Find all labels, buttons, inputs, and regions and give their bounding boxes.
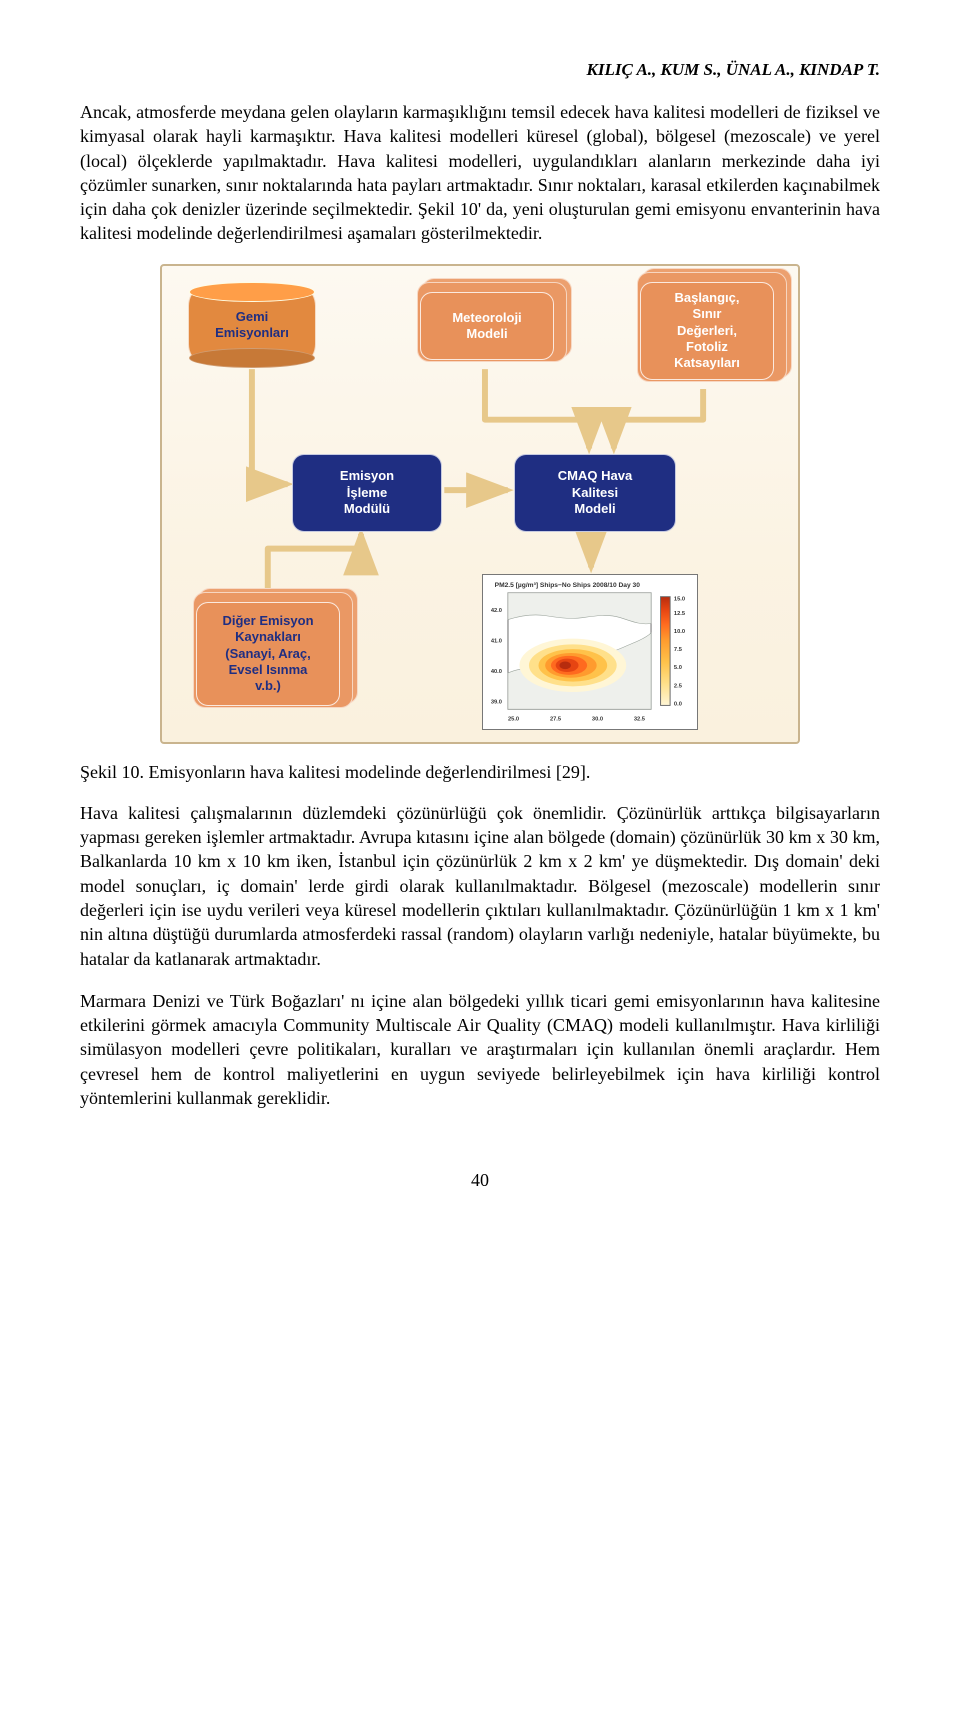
node-output-map: PM2.5 [µg/m³] Ships−No Ships 2008/10 Day… — [482, 574, 698, 730]
svg-text:5.0: 5.0 — [674, 665, 682, 671]
node-gemi-label: GemiEmisyonları — [215, 309, 289, 342]
figure-10-canvas: GemiEmisyonları MeteorolojiModeli Başlan… — [160, 264, 800, 744]
page-number: 40 — [80, 1170, 880, 1191]
page-header-authors: KILIÇ A., KUM S., ÜNAL A., KINDAP T. — [80, 60, 880, 80]
node-baslangic-label: Başlangıç,SınırDeğerleri,FotolizKatsayıl… — [674, 290, 740, 371]
svg-text:7.5: 7.5 — [674, 647, 683, 653]
svg-text:39.0: 39.0 — [491, 699, 502, 705]
map-title: PM2.5 [µg/m³] Ships−No Ships 2008/10 Day… — [495, 582, 641, 589]
paragraph-2: Hava kalitesi çalışmalarının düzlemdeki … — [80, 801, 880, 971]
svg-text:25.0: 25.0 — [508, 716, 519, 722]
node-cmaq-label: CMAQ HavaKalitesiModeli — [558, 468, 632, 517]
node-meteoroloji: MeteorolojiModeli — [412, 286, 562, 366]
svg-text:15.0: 15.0 — [674, 596, 685, 602]
svg-text:12.5: 12.5 — [674, 611, 686, 617]
svg-text:32.5: 32.5 — [634, 716, 646, 722]
figure-10-caption: Şekil 10. Emisyonların hava kalitesi mod… — [80, 762, 880, 783]
node-diger-emisyon-label: Diğer EmisyonKaynakları(Sanayi, Araç,Evs… — [222, 613, 313, 694]
node-diger-emisyon: Diğer EmisyonKaynakları(Sanayi, Araç,Evs… — [188, 596, 348, 712]
node-cmaq: CMAQ HavaKalitesiModeli — [514, 454, 676, 532]
svg-text:27.5: 27.5 — [550, 716, 562, 722]
output-map-svg: PM2.5 [µg/m³] Ships−No Ships 2008/10 Day… — [487, 574, 693, 730]
svg-text:41.0: 41.0 — [491, 638, 502, 644]
svg-text:42.0: 42.0 — [491, 608, 502, 614]
svg-text:30.0: 30.0 — [592, 716, 603, 722]
svg-text:10.0: 10.0 — [674, 629, 685, 635]
node-gemi-emisyonlari: GemiEmisyonları — [188, 290, 316, 360]
paragraph-1: Ancak, atmosferde meydana gelen olayları… — [80, 100, 880, 246]
figure-10: GemiEmisyonları MeteorolojiModeli Başlan… — [160, 264, 800, 744]
svg-text:40.0: 40.0 — [491, 669, 502, 675]
node-meteoroloji-label: MeteorolojiModeli — [452, 310, 521, 343]
node-emisyon-isleme: EmisyonİşlemeModülü — [292, 454, 442, 532]
svg-text:2.5: 2.5 — [674, 683, 683, 689]
svg-text:0.0: 0.0 — [674, 701, 682, 707]
node-emisyon-isleme-label: EmisyonİşlemeModülü — [340, 468, 394, 517]
paragraph-3: Marmara Denizi ve Türk Boğazları' nı içi… — [80, 989, 880, 1110]
node-baslangic: Başlangıç,SınırDeğerleri,FotolizKatsayıl… — [632, 276, 782, 386]
